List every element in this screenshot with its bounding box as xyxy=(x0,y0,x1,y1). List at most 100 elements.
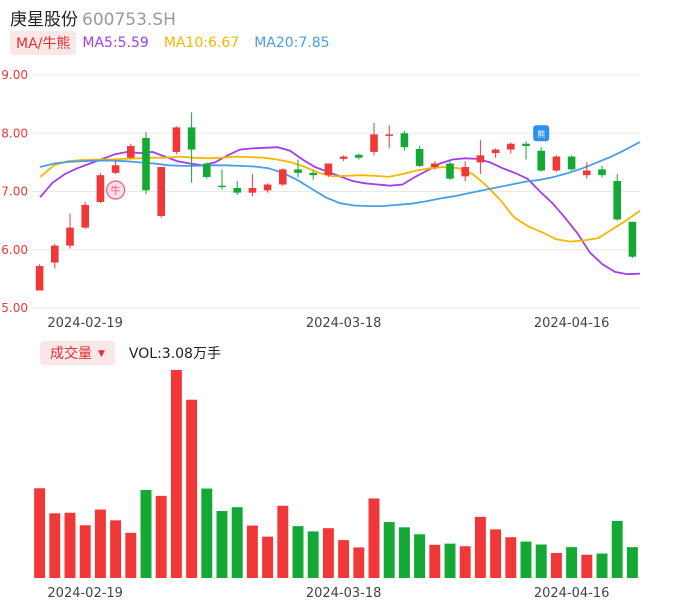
candle-body xyxy=(613,181,621,220)
candle-body xyxy=(583,170,591,176)
ma-indicator-button[interactable]: MA/牛熊 xyxy=(10,31,77,55)
volume-bar xyxy=(277,505,289,578)
candle-body xyxy=(461,167,469,177)
ma20-line xyxy=(39,141,641,208)
volume-date-tick-label: 2024-03-18 xyxy=(306,586,382,601)
volume-bar xyxy=(125,532,137,578)
price-tick-label: 8.00 xyxy=(1,126,28,140)
candle-body xyxy=(248,188,257,193)
ma-legend: MA/牛熊 MA5:5.59 MA10:6.67 MA20:7.85 xyxy=(10,31,345,55)
volume-bar xyxy=(140,490,152,578)
candle-body xyxy=(567,156,576,170)
volume-bar xyxy=(322,528,334,578)
candle-body xyxy=(385,134,393,136)
volume-bar xyxy=(429,544,441,578)
candle-body xyxy=(233,188,241,193)
volume-bar xyxy=(79,525,91,578)
volume-bar xyxy=(64,512,76,578)
price-tick-label: 6.00 xyxy=(1,243,28,257)
date-tick-label: 2024-03-18 xyxy=(306,316,382,331)
volume-bar xyxy=(444,543,456,578)
candle-body xyxy=(476,155,485,163)
ma5-legend: MA5:5.59 xyxy=(82,35,149,51)
bear-marker-icon xyxy=(533,125,550,142)
candle-body xyxy=(66,227,74,246)
volume-bar xyxy=(383,522,395,578)
candle-body xyxy=(172,127,181,152)
price-tick-label: 7.00 xyxy=(1,185,28,199)
volume-date-tick-label: 2024-02-19 xyxy=(47,586,123,601)
volume-bar xyxy=(414,534,426,578)
candle-body xyxy=(324,163,333,176)
ma20-legend: MA20:7.85 xyxy=(254,35,330,51)
volume-bar xyxy=(170,370,182,578)
candle-body xyxy=(598,169,606,176)
candle-body xyxy=(339,156,348,159)
volume-bar xyxy=(398,527,410,578)
volume-bar xyxy=(535,544,547,578)
candle-body xyxy=(537,150,545,171)
caret-down-icon: ▼ xyxy=(98,349,105,359)
volume-bar xyxy=(459,546,471,578)
candle-body xyxy=(491,149,500,154)
candle-body xyxy=(51,245,59,263)
volume-bar xyxy=(505,537,517,578)
volume-bar xyxy=(490,529,502,578)
candle-body xyxy=(187,127,196,150)
volume-bar xyxy=(307,531,319,578)
volume-bar xyxy=(550,552,562,578)
volume-bar xyxy=(338,540,350,578)
candle-body xyxy=(203,163,211,177)
volume-bar xyxy=(201,488,213,578)
candle-body xyxy=(522,143,530,147)
candle-body xyxy=(111,165,120,173)
bear-marker-label: 熊 xyxy=(537,129,545,139)
candle-body xyxy=(142,137,150,191)
ma10-legend: MA10:6.67 xyxy=(163,35,240,51)
candle-body xyxy=(370,134,378,152)
stock-code: 600753.SH xyxy=(82,10,176,30)
volume-bar xyxy=(474,516,486,578)
volume-bar xyxy=(34,488,46,578)
price-tick-label: 9.00 xyxy=(1,68,28,82)
candle-body xyxy=(446,163,454,179)
candle-body xyxy=(355,154,363,158)
candle-body xyxy=(263,184,272,191)
volume-indicator-button[interactable]: 成交量 ▼ xyxy=(40,341,115,365)
candle-body xyxy=(415,148,424,166)
candle-body xyxy=(294,169,302,173)
volume-bar xyxy=(216,510,228,578)
volume-bar xyxy=(581,554,593,578)
volume-date-tick-label: 2024-04-16 xyxy=(534,586,610,601)
volume-bar xyxy=(155,495,167,578)
volume-bar xyxy=(292,526,304,578)
volume-legend: 成交量 ▼ VOL:3.08万手 xyxy=(40,341,221,365)
volume-bar xyxy=(94,509,106,578)
volume-bar xyxy=(110,520,122,578)
candle-body xyxy=(35,266,44,291)
candle-body xyxy=(157,167,165,216)
candle-body xyxy=(218,185,226,188)
volume-bar xyxy=(566,547,578,578)
price-tick-label: 5.00 xyxy=(1,301,28,315)
candle-body xyxy=(279,169,287,185)
date-tick-label: 2024-04-16 xyxy=(534,316,610,331)
volume-bar xyxy=(186,399,198,578)
ma5-line xyxy=(39,146,641,276)
candle-body xyxy=(552,156,561,171)
volume-indicator-label: 成交量 xyxy=(50,346,92,362)
candle-body xyxy=(309,172,317,176)
volume-value: VOL:3.08万手 xyxy=(128,346,221,362)
candle-body xyxy=(628,221,637,257)
stock-name: 庚星股份 xyxy=(10,10,78,30)
volume-bar xyxy=(611,520,623,578)
candle-body xyxy=(127,146,135,158)
bull-marker-icon xyxy=(105,180,126,200)
ma10-line xyxy=(39,155,641,243)
candle-body xyxy=(81,204,89,228)
volume-bar xyxy=(626,547,638,578)
date-tick-label: 2024-02-19 xyxy=(47,316,123,331)
volume-bar xyxy=(262,536,274,578)
volume-bar xyxy=(49,513,61,578)
